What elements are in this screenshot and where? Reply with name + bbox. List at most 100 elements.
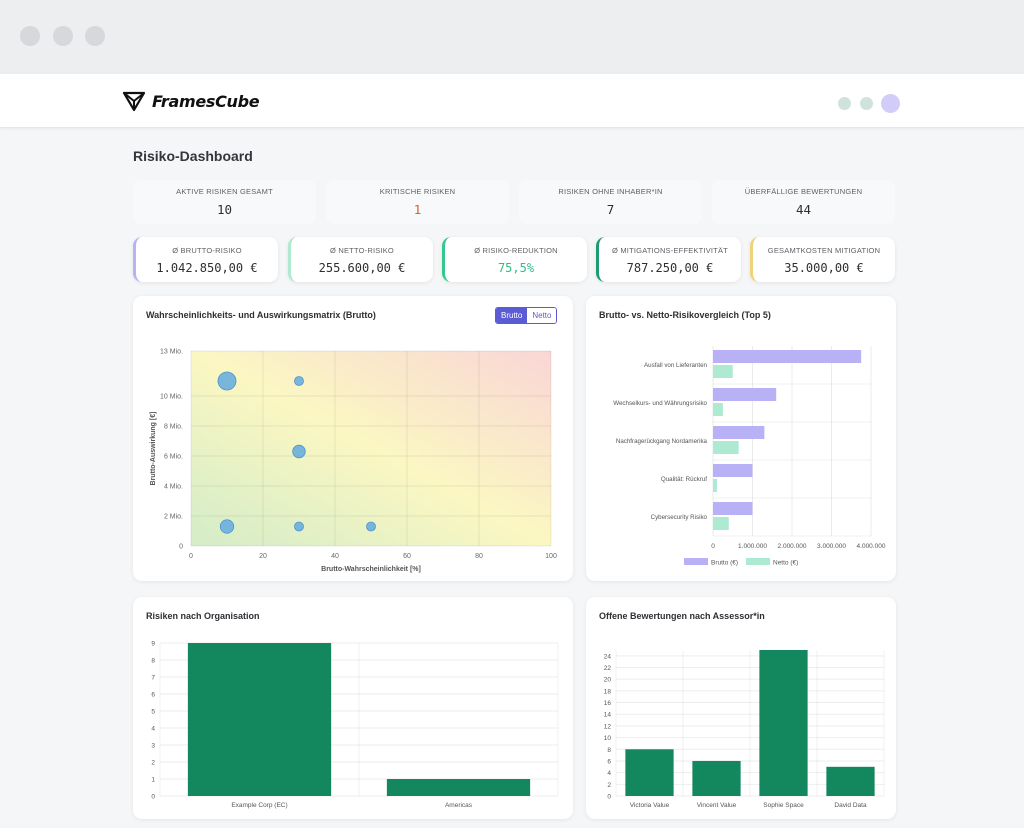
y-tick-label: 0 (151, 794, 155, 801)
x-tick-label: 40 (331, 553, 339, 560)
y-tick-label: 10 Mio. (160, 394, 183, 401)
y-tick-label: 2 (607, 782, 611, 789)
y-tick-label: 18 (604, 688, 612, 695)
x-tick-label: Example Corp (EC) (231, 802, 287, 809)
kpi-mitigation-cost: GESAMTKOSTEN MITIGATION 35.000,00 € (750, 237, 895, 282)
risk-matrix-chart: 0 20 40 60 80 100 0 2 Mio. 4 Mio. 6 Mio. 8 Mio. 10 … (150, 349, 557, 574)
y-tick-label: 6 Mio. (164, 454, 183, 461)
x-tick-label: Victoria Value (630, 802, 670, 809)
y-tick-label: 1 (151, 777, 155, 784)
top-navbar: FramesCube (0, 74, 1024, 128)
x-tick-label: David Data (834, 802, 867, 809)
stat-value: 10 (216, 202, 233, 217)
y-tick-label: 5 (151, 709, 155, 716)
kpi-risk-reduction: Ø RISIKO-REDUKTION 75,5% (442, 237, 587, 282)
y-tick-label: 0 (607, 794, 611, 801)
y-tick-label: 14 (604, 712, 612, 719)
scatter-point (366, 521, 376, 532)
kpi-value: 787.250,00 € (626, 261, 714, 275)
y-tick-label: 6 (607, 758, 611, 765)
window-dot[interactable] (53, 26, 73, 46)
y-tick-label: 7 (151, 675, 155, 682)
legend-label: Brutto (€) (711, 560, 738, 567)
x-tick-label: 4.000.000 (857, 543, 886, 550)
x-tick-label: 20 (259, 553, 267, 560)
stat-value: 1 (413, 202, 422, 217)
bar (759, 650, 808, 796)
scatter-point (292, 444, 306, 459)
user-avatar[interactable] (881, 94, 900, 113)
risk-matrix-card: Wahrscheinlichkeits- und Auswirkungsmatr… (133, 296, 573, 581)
kpi-net-risk: Ø NETTO-RISIKO 255.600,00 € (288, 237, 433, 282)
bar (187, 643, 332, 796)
page-title: Risiko-Dashboard (133, 148, 253, 164)
y-tick-label: 12 (604, 723, 612, 730)
category-label: Qualität: Rückruf (661, 476, 707, 483)
x-tick-label: 100 (545, 553, 557, 560)
gross-net-compare-card: Brutto- vs. Netto-Risikovergleich (Top 5… (586, 296, 896, 581)
y-tick-label: 8 Mio. (164, 424, 183, 431)
window-dot[interactable] (85, 26, 105, 46)
risks-by-org-card: Risiken nach Organisation 0 1 2 3 4 5 6 7 8 9 Exam… (133, 597, 573, 819)
nav-status-dot[interactable] (838, 97, 851, 110)
scatter-point (219, 519, 235, 534)
toggle-brutto-button[interactable]: Brutto (496, 308, 528, 323)
legend-swatch (684, 558, 708, 565)
y-tick-label: 24 (604, 653, 612, 660)
y-tick-label: 13 Mio. (160, 349, 183, 356)
bar (713, 388, 777, 401)
stat-label: RISIKEN OHNE INHABER*IN (558, 187, 663, 196)
bar (692, 760, 741, 796)
kpi-label: Ø MITIGATIONS-EFFEKTIVITÄT (612, 246, 728, 255)
y-tick-label: 8 (151, 658, 155, 665)
scatter-point (294, 376, 304, 386)
bar (713, 502, 753, 515)
x-tick-label: 3.000.000 (817, 543, 846, 550)
category-label: Cybersecurity Risiko (651, 514, 708, 521)
kpi-label: Ø RISIKO-REDUKTION (474, 246, 558, 255)
kpi-gross-risk: Ø BRUTTO-RISIKO 1.042.850,00 € (133, 237, 278, 282)
bar (713, 517, 729, 530)
y-tick-label: 4 Mio. (164, 484, 183, 491)
stat-no-owner: RISIKEN OHNE INHABER*IN 7 (519, 180, 702, 224)
heatmap-background (191, 351, 551, 546)
card-title: Risiken nach Organisation (146, 611, 260, 621)
kpi-label: Ø NETTO-RISIKO (330, 246, 394, 255)
card-title: Offene Bewertungen nach Assessor*in (599, 611, 765, 621)
y-tick-label: 6 (151, 692, 155, 699)
stat-label: AKTIVE RISIKEN GESAMT (176, 187, 273, 196)
bar (713, 441, 739, 454)
stat-overdue: ÜBERFÄLLIGE BEWERTUNGEN 44 (712, 180, 895, 224)
bar (386, 779, 531, 796)
nav-status-dot[interactable] (860, 97, 873, 110)
kpi-label: GESAMTKOSTEN MITIGATION (767, 246, 881, 255)
legend-swatch (746, 558, 770, 565)
window-dot[interactable] (20, 26, 40, 46)
toggle-netto-button[interactable]: Netto (527, 308, 557, 323)
x-tick-label: Americas (445, 802, 473, 809)
gross-net-toggle[interactable]: Brutto Netto (495, 307, 558, 324)
stat-active-risks: AKTIVE RISIKEN GESAMT 10 (133, 180, 316, 224)
y-tick-label: 20 (604, 677, 612, 684)
gross-net-compare-chart: 0 1.000.000 2.000.000 3.000.000 4.000.000 Aus… (613, 346, 886, 567)
stat-critical-risks: KRITISCHE RISIKEN 1 (326, 180, 509, 224)
scatter-point (217, 371, 237, 391)
x-tick-label: Vincent Value (697, 802, 737, 809)
y-tick-label: 4 (151, 726, 155, 733)
scatter-point (294, 521, 304, 532)
y-tick-label: 3 (151, 743, 155, 750)
window-chrome (0, 0, 1024, 74)
y-axis-title: Brutto-Auswirkung [€] (150, 412, 157, 486)
app-logo[interactable]: FramesCube (122, 90, 260, 112)
y-tick-label: 8 (607, 747, 611, 754)
category-label: Ausfall von Lieferanten (644, 362, 708, 369)
x-tick-label: 80 (475, 553, 483, 560)
y-tick-label: 16 (604, 700, 612, 707)
category-label: Wechselkurs- und Währungsrisiko (613, 400, 707, 407)
stat-label: KRITISCHE RISIKEN (379, 187, 456, 196)
y-tick-label: 2 Mio. (164, 514, 183, 521)
kpi-value: 35.000,00 € (784, 261, 864, 275)
bar (713, 403, 723, 416)
